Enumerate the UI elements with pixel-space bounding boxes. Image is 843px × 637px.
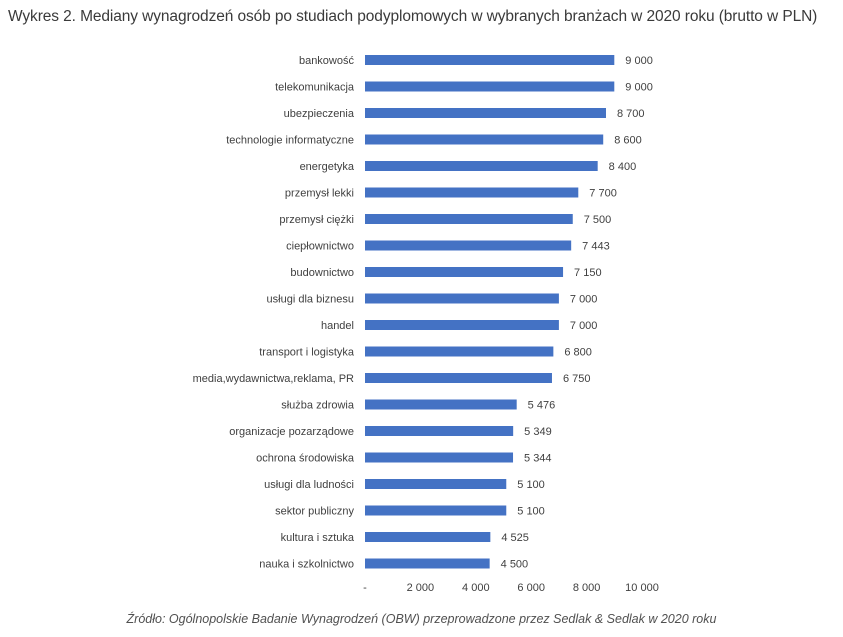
bar	[365, 267, 564, 277]
bar	[365, 134, 604, 145]
bar	[365, 187, 579, 198]
bar	[365, 108, 606, 118]
bar	[365, 240, 572, 251]
category-label: przemysł ciężki	[279, 214, 354, 226]
category-label: telekomunikacja	[275, 82, 355, 94]
category-label: budownictwo	[290, 267, 354, 279]
category-label: media,wydawnictwa,reklama, PR	[193, 373, 354, 385]
category-label: usługi dla ludności	[264, 479, 354, 491]
data-label: 8 400	[609, 161, 637, 173]
data-label: 5 349	[524, 426, 552, 438]
x-tick-label: 8 000	[573, 582, 601, 594]
bar	[365, 532, 491, 542]
data-label: 7 500	[584, 214, 612, 226]
bar	[365, 161, 598, 171]
category-label: ubezpieczenia	[284, 108, 355, 120]
bar	[365, 346, 554, 357]
bar	[365, 558, 490, 569]
category-label: energetyka	[300, 161, 355, 173]
x-tick-label: 10 000	[625, 582, 659, 594]
data-label: 5 100	[517, 506, 545, 518]
bar	[365, 55, 615, 65]
category-label: organizacje pozarządowe	[229, 426, 354, 438]
category-label: przemysł lekki	[285, 188, 354, 200]
category-label: handel	[321, 320, 354, 332]
data-label: 6 800	[564, 347, 592, 359]
category-label: ciepłownictwo	[286, 241, 354, 253]
data-label: 7 700	[589, 188, 617, 200]
data-label: 4 525	[501, 532, 529, 544]
data-label: 5 100	[517, 479, 545, 491]
bar	[365, 399, 517, 410]
bar	[365, 214, 573, 224]
bar	[365, 505, 507, 516]
source-note: Źródło: Ogólnopolskie Badanie Wynagrodze…	[126, 612, 717, 626]
bar	[365, 426, 514, 436]
bar	[365, 320, 559, 330]
data-label: 7 000	[570, 294, 598, 306]
data-label: 9 000	[625, 55, 653, 67]
x-tick-label: -	[363, 582, 367, 594]
data-label: 7 150	[574, 267, 602, 279]
bar	[365, 479, 507, 489]
category-label: bankowość	[299, 55, 355, 67]
x-tick-label: 2 000	[407, 582, 435, 594]
bar	[365, 293, 559, 304]
chart-title: Wykres 2. Mediany wynagrodzeń osób po st…	[8, 8, 818, 25]
category-label: nauka i szkolnictwo	[259, 559, 354, 571]
category-label: kultura i sztuka	[281, 532, 355, 544]
data-label: 5 476	[528, 400, 556, 412]
category-label: sektor publiczny	[275, 506, 354, 518]
data-label: 8 600	[614, 135, 642, 147]
data-label: 4 500	[501, 559, 529, 571]
category-label: transport i logistyka	[259, 347, 355, 359]
bar	[365, 452, 514, 463]
data-label: 8 700	[617, 108, 645, 120]
category-label: technologie informatyczne	[226, 135, 354, 147]
data-label: 9 000	[625, 82, 653, 94]
x-tick-label: 6 000	[517, 582, 545, 594]
data-label: 7 000	[570, 320, 598, 332]
bar-chart: bankowość telekomunikacja ubezpieczenia tec…	[193, 55, 659, 594]
bar	[365, 373, 552, 383]
x-tick-label: 4 000	[462, 582, 490, 594]
category-label: ochrona środowiska	[256, 453, 355, 465]
data-label: 6 750	[563, 373, 591, 385]
data-label: 5 344	[524, 453, 552, 465]
category-label: usługi dla biznesu	[267, 294, 354, 306]
bar	[365, 81, 615, 92]
category-label: służba zdrowia	[281, 400, 355, 412]
data-label: 7 443	[582, 241, 610, 253]
